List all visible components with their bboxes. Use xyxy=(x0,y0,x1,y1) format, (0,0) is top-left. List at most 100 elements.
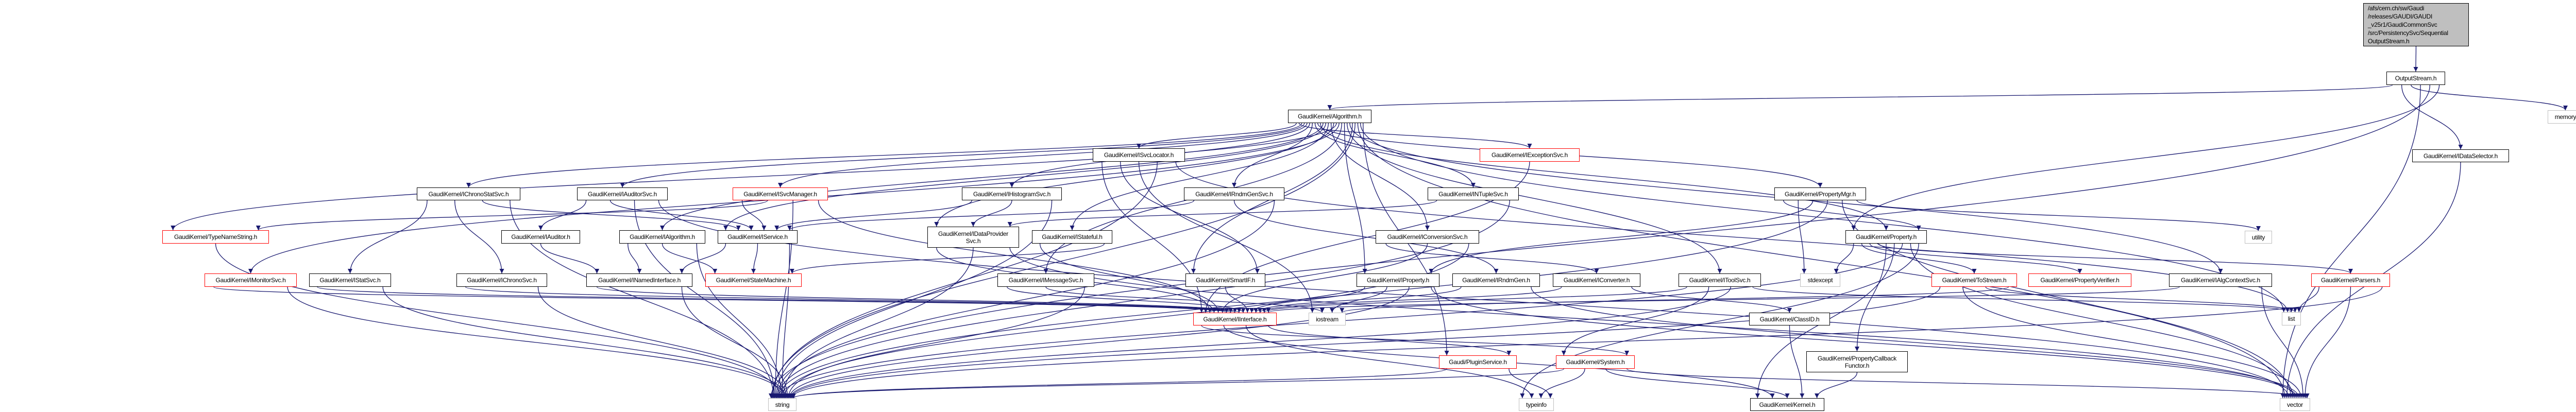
node-smartif[interactable]: GaudiKernel/SmartIF.h xyxy=(1185,273,1265,287)
edge-intuplesvc-to-idataprovidersvc xyxy=(1007,200,1437,227)
edge-iauditor-to-inamedinterface xyxy=(540,243,600,274)
node-idataselector[interactable]: GaudiKernel/IDataSelector.h xyxy=(2412,149,2509,162)
node-itoolsvc[interactable]: GaudiKernel/IToolSvc.h xyxy=(1679,273,1761,287)
node-string: string xyxy=(768,398,796,411)
node-ialgorithm[interactable]: GaudiKernel/IAlgorithm.h xyxy=(619,230,705,244)
edge-propertymgr-to-property xyxy=(1783,200,1921,231)
edge-ichronostatsvc-to-ichronosvc xyxy=(454,200,504,274)
edge-irndmgensvc-to-irndmgen xyxy=(1233,200,1499,274)
edge-iauditorsvc-to-iservice xyxy=(609,200,754,231)
edge-outputstream-to-property xyxy=(1851,84,2440,231)
node-utility: utility xyxy=(2245,231,2272,244)
edge-tostream-to-string xyxy=(789,286,1941,399)
edge-algorithm-to-ialgorithm xyxy=(660,123,1324,231)
edge-property-to-propertyverifier xyxy=(1869,243,2082,274)
edge-interface-to-system xyxy=(1201,325,1629,356)
edge-outputstream-to-string xyxy=(769,84,2431,399)
edge-algorithm-to-irndmgensvc xyxy=(1232,123,1313,188)
node-kernel[interactable]: GaudiKernel/Kernel.h xyxy=(1750,398,1824,411)
node-isvclocator[interactable]: GaudiKernel/ISvcLocator.h xyxy=(1093,148,1185,162)
edge-ihistogramsvc-to-idataprovidersvc xyxy=(971,200,1012,227)
edge-idataprovidersvc-to-string xyxy=(781,247,974,399)
node-iostream: iostream xyxy=(1309,313,1346,325)
edge-propertymgr-to-iproperty xyxy=(1429,200,1814,274)
edge-parsers-to-string xyxy=(789,286,2383,399)
edge-ialgcontextsvc-to-interface xyxy=(1266,286,2180,313)
edge-property-to-stdexcept xyxy=(1834,243,1854,274)
edge-isvcmanager-to-typenamestring xyxy=(256,200,768,231)
edge-iconversionsvc-to-interface xyxy=(1220,243,1428,313)
edge-irndmgen-to-vector xyxy=(1531,286,2301,399)
node-system[interactable]: GaudiKernel/System.h xyxy=(1556,355,1635,369)
node-iauditor[interactable]: GaudiKernel/IAuditor.h xyxy=(501,230,580,244)
edge-isvclocator-to-iostream xyxy=(1138,161,1315,313)
node-iproperty[interactable]: GaudiKernel/IProperty.h xyxy=(1357,273,1439,287)
edge-iservice-to-string xyxy=(780,243,790,399)
node-classid[interactable]: GaudiKernel/ClassID.h xyxy=(1749,313,1830,325)
node-list: list xyxy=(2282,312,2301,325)
edge-outputstream-to-algorithm xyxy=(1328,84,2393,110)
node-istatsvc[interactable]: GaudiKernel/IStatSvc.h xyxy=(309,273,391,287)
node-ihistogramsvc[interactable]: GaudiKernel/IHistogramSvc.h xyxy=(962,187,1062,200)
edge-ichronostatsvc-to-iservice xyxy=(482,200,741,231)
node-iauditorsvc[interactable]: GaudiKernel/IAuditorSvc.h xyxy=(577,187,668,200)
edge-inamedinterface-to-string xyxy=(681,286,790,399)
node-imonitorsvc[interactable]: GaudiKernel/IMonitorSvc.h xyxy=(205,273,297,287)
edge-property-to-typeinfo xyxy=(1520,243,1919,399)
node-outputstream[interactable]: OutputStream.h xyxy=(2386,72,2445,85)
node-parsers[interactable]: GaudiKernel/Parsers.h xyxy=(2311,273,2390,287)
node-propertyverifier[interactable]: GaudiKernel/PropertyVerifier.h xyxy=(2028,273,2131,287)
edge-ichronosvc-to-interface xyxy=(465,286,1237,313)
node-ialgcontextsvc[interactable]: GaudiKernel/IAlgContextSvc.h xyxy=(2169,273,2272,287)
node-algorithm[interactable]: GaudiKernel/Algorithm.h xyxy=(1288,110,1371,123)
edge-smartif-to-interface xyxy=(1225,286,1250,313)
edge-isvclocator-to-list xyxy=(1175,161,2290,313)
edge-iauditorsvc-to-iauditor xyxy=(538,200,587,231)
edge-algorithm-to-istateful xyxy=(1070,123,1329,231)
edge-algorithm-to-iconversionsvc xyxy=(1330,123,1430,231)
node-ichronosvc[interactable]: GaudiKernel/IChronoSvc.h xyxy=(456,273,547,287)
node-iconversionsvc[interactable]: GaudiKernel/IConversionSvc.h xyxy=(1376,230,1479,244)
edge-ihistogramsvc-to-iservice xyxy=(774,200,973,231)
node-idataprovidersvc[interactable]: GaudiKernel/IDataProvider Svc.h xyxy=(927,227,1019,248)
edge-irndmgensvc-to-iservice xyxy=(787,200,1195,231)
node-irndmgen[interactable]: GaudiKernel/IRndmGen.h xyxy=(1452,273,1540,287)
node-propertymgr[interactable]: GaudiKernel/PropertyMgr.h xyxy=(1774,187,1866,200)
edge-outputstream-to-idataselector xyxy=(2401,84,2463,150)
node-ichronostatsvc[interactable]: GaudiKernel/IChronoStatSvc.h xyxy=(417,187,520,200)
node-statemachine[interactable]: GaudiKernel/StateMachine.h xyxy=(705,273,802,287)
edge-algorithm-to-iservice xyxy=(723,123,1326,231)
edge-algorithm-to-idataprovidersvc xyxy=(934,123,1334,227)
edge-interface-to-pluginservice xyxy=(1268,325,1512,356)
edge-iservice-to-inamedinterface xyxy=(679,243,726,274)
edge-property-to-tostream xyxy=(1861,243,1977,274)
node-intuplesvc[interactable]: GaudiKernel/INTupleSvc.h xyxy=(1428,187,1519,200)
edge-istateful-to-statemachine xyxy=(789,243,1105,274)
node-iexceptionsvc[interactable]: GaudiKernel/IExceptionSvc.h xyxy=(1480,148,1580,162)
node-isvcmanager[interactable]: GaudiKernel/ISvcManager.h xyxy=(733,187,828,200)
node-iconverter[interactable]: GaudiKernel/IConverter.h xyxy=(1553,273,1640,287)
node-iservice[interactable]: GaudiKernel/IService.h xyxy=(718,230,798,244)
edge-imessagesvc-to-interface xyxy=(1007,286,1246,313)
edge-ialgorithm-to-string xyxy=(696,243,784,399)
edge-ichronostatsvc-to-istatsvc xyxy=(348,200,428,274)
node-tostream[interactable]: GaudiKernel/ToStream.h xyxy=(1931,273,2017,287)
node-inamedinterface[interactable]: GaudiKernel/INamedInterface.h xyxy=(586,273,692,287)
edge-system-to-string xyxy=(790,368,1564,399)
node-typenamestring[interactable]: GaudiKernel/TypeNameString.h xyxy=(162,230,269,244)
node-property[interactable]: GaudiKernel/Property.h xyxy=(1845,230,1927,244)
node-vector: vector xyxy=(2280,398,2310,411)
edge-tostream-to-iostream xyxy=(1340,286,2009,313)
node-istateful[interactable]: GaudiKernel/IStateful.h xyxy=(1032,230,1112,244)
node-pluginservice[interactable]: Gaudi/PluginService.h xyxy=(1439,355,1517,369)
node-imessagesvc[interactable]: GaudiKernel/IMessageSvc.h xyxy=(997,273,1094,287)
edge-irndmgensvc-to-string xyxy=(774,200,1275,399)
node-irndmgensvc[interactable]: GaudiKernel/IRndmGenSvc.h xyxy=(1184,187,1284,200)
edge-propertycallbackfunctor-to-kernel xyxy=(1815,372,1858,399)
node-propertycallbackfunctor[interactable]: GaudiKernel/PropertyCallback Functor.h xyxy=(1806,351,1908,372)
edge-iproperty-to-interface xyxy=(1249,286,1365,313)
edge-ialgcontextsvc-to-vector xyxy=(2261,286,2306,399)
edge-pluginservice-to-typeinfo xyxy=(1509,368,1553,399)
node-interface[interactable]: GaudiKernel/IInterface.h xyxy=(1193,313,1277,325)
